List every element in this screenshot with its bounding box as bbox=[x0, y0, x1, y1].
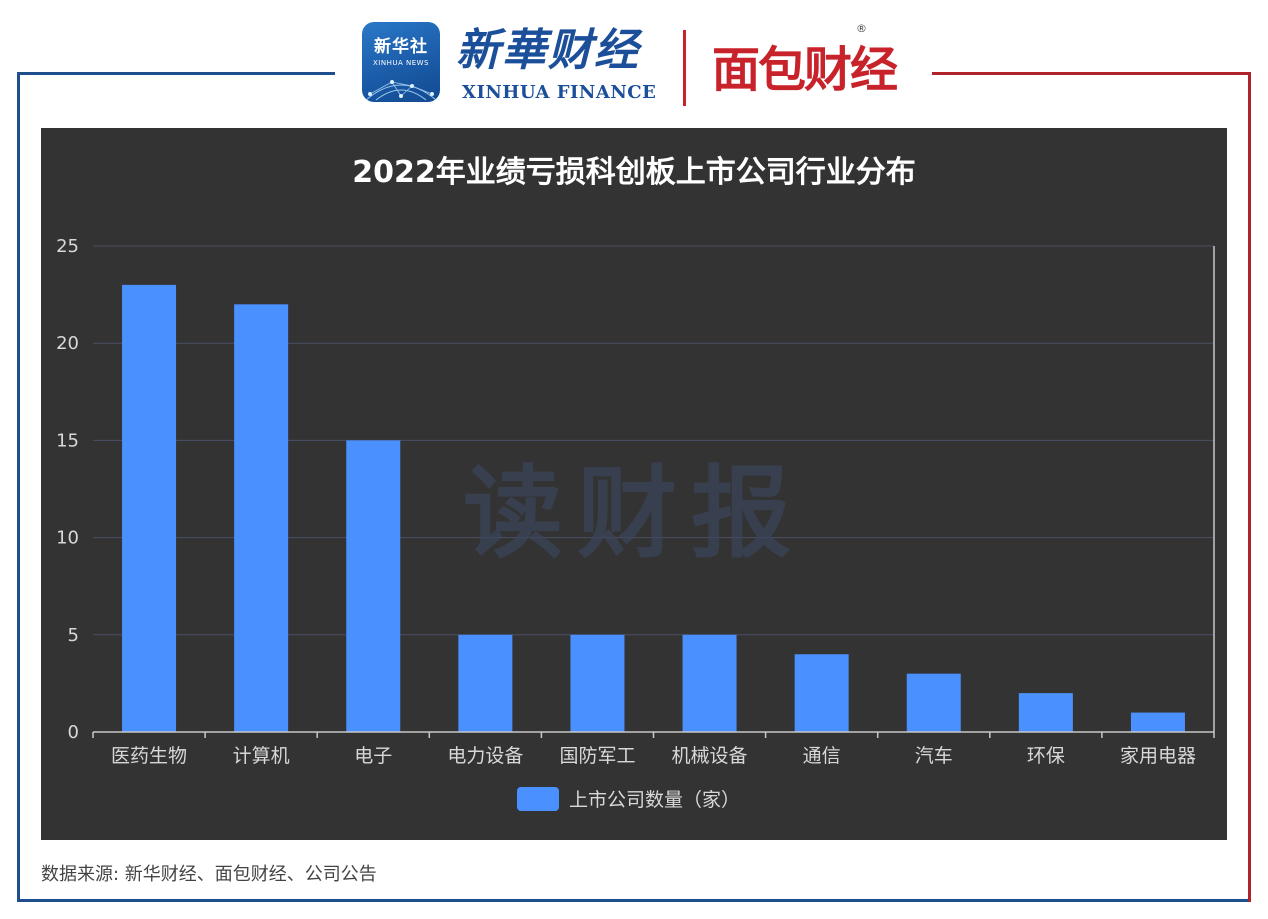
x-tick-label: 计算机 bbox=[233, 745, 290, 767]
x-tick-label: 汽车 bbox=[915, 745, 953, 767]
network-globe-icon bbox=[365, 80, 437, 101]
bar[interactable] bbox=[682, 634, 737, 732]
y-tick-label: 20 bbox=[56, 333, 79, 354]
mianbao-finance-logo: 面包财经 bbox=[712, 42, 898, 98]
bar[interactable] bbox=[346, 440, 401, 732]
frame-top-right-line bbox=[932, 72, 1251, 75]
bar[interactable] bbox=[1018, 693, 1073, 732]
x-tick-label: 电力设备 bbox=[447, 745, 523, 767]
frame-top-left-line bbox=[17, 72, 335, 75]
bar[interactable] bbox=[906, 673, 961, 732]
source-note: 数据来源: 新华财经、面包财经、公司公告 bbox=[41, 864, 377, 885]
x-tick-label: 电子 bbox=[354, 745, 392, 767]
bar[interactable] bbox=[794, 654, 849, 732]
watermark-text: 读财报 bbox=[463, 455, 805, 572]
bar[interactable] bbox=[458, 634, 513, 732]
xinhua-news-logo-en: XINHUA NEWS bbox=[372, 59, 430, 67]
y-tick-label: 15 bbox=[56, 430, 79, 451]
legend[interactable]: 上市公司数量（家） bbox=[517, 787, 740, 811]
bar[interactable] bbox=[1130, 712, 1185, 732]
chart-title: 2022年业绩亏损科创板上市公司行业分布 bbox=[352, 155, 916, 190]
x-tick-label: 家用电器 bbox=[1120, 745, 1196, 767]
y-tick-label: 10 bbox=[56, 528, 79, 549]
xinhua-finance-logo-cn: 新華财经 bbox=[456, 25, 640, 76]
legend-label: 上市公司数量（家） bbox=[569, 789, 740, 811]
y-tick-label: 5 bbox=[68, 625, 79, 646]
bar[interactable] bbox=[570, 634, 625, 732]
x-tick-label: 机械设备 bbox=[672, 745, 748, 767]
y-tick-label: 25 bbox=[56, 236, 79, 257]
xinhua-finance-logo-en: XINHUA FINANCE bbox=[462, 82, 657, 103]
bar[interactable] bbox=[234, 304, 289, 732]
frame-right-line bbox=[1248, 72, 1251, 902]
x-tick-label: 环保 bbox=[1027, 745, 1065, 767]
xinhua-news-logo: 新华社 XINHUA NEWS bbox=[362, 22, 440, 102]
header: 新华社 XINHUA NEWS 新華财经 XINHUA FINANCE 面包财经… bbox=[0, 0, 1268, 110]
bar[interactable] bbox=[122, 284, 177, 732]
axis-layer: 0 5 10 15 20 25 医药生物 计算机 电子 电力设备 国防军工 机械设备 通信 汽车 环保 家用电… bbox=[56, 236, 1215, 767]
x-tick-label: 国防军工 bbox=[559, 745, 635, 767]
xinhua-news-logo-cn: 新华社 bbox=[374, 37, 428, 57]
registered-mark: ® bbox=[856, 22, 867, 35]
logo-divider bbox=[683, 30, 686, 106]
frame-bottom-line bbox=[17, 899, 1251, 902]
x-tick-label: 医药生物 bbox=[111, 745, 187, 767]
legend-swatch bbox=[517, 787, 559, 811]
y-tick-label: 0 bbox=[68, 722, 79, 743]
chart-panel: 读财报 0 5 10 15 20 25 医药生物 计算机 电子 电力设备 国防军工 机械设备 通信 汽车 环… bbox=[41, 128, 1227, 840]
bar-chart: 读财报 0 5 10 15 20 25 医药生物 计算机 电子 电力设备 国防军工 机械设备 通信 汽车 环… bbox=[56, 155, 1215, 811]
bars-layer bbox=[122, 284, 1185, 732]
frame-left-line bbox=[17, 72, 20, 902]
x-tick-label: 通信 bbox=[803, 745, 841, 767]
